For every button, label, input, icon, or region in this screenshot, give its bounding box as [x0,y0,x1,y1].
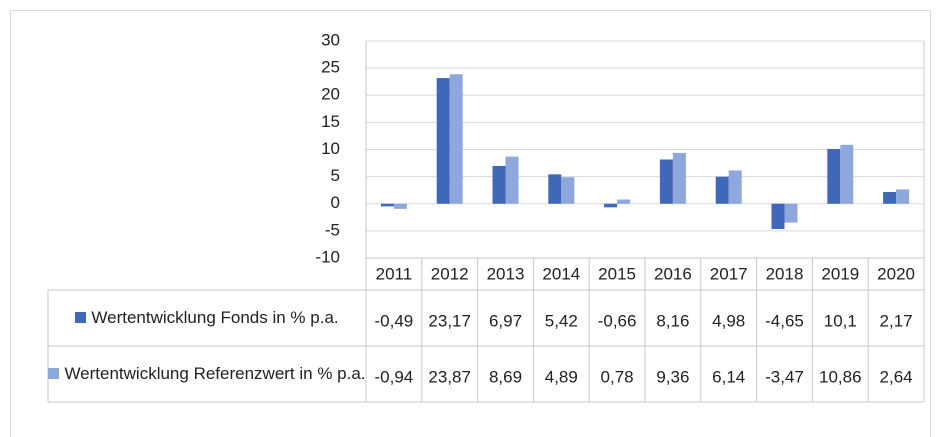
data-label: -0,94 [375,367,414,386]
bar [771,203,785,229]
bar [827,148,841,204]
data-label: 4,89 [545,367,578,386]
x-tick-label: 2019 [821,264,859,283]
data-label: 23,17 [428,311,471,330]
data-label: -0,49 [375,311,414,330]
legend-label: Wertentwicklung Fonds in % p.a. [91,308,339,327]
data-label: 8,16 [656,311,689,330]
y-tick-label: -10 [315,247,340,266]
x-tick-label: 2011 [376,264,413,283]
bar [492,165,506,204]
bar [604,203,618,208]
legend-item: Wertentwicklung Referenzwert in % p.a. [48,346,366,402]
x-tick-label: 2013 [487,264,525,283]
data-label: -0,66 [598,311,637,330]
y-tick-label: 30 [321,30,340,49]
y-tick-label: -5 [325,220,340,239]
bar [380,203,394,207]
legend-item: Wertentwicklung Fonds in % p.a. [48,290,366,346]
bar [436,78,450,204]
bar [715,176,729,204]
data-label: 9,36 [656,367,689,386]
data-label: 6,14 [712,367,745,386]
bar [505,156,519,204]
x-tick-label: 2014 [542,264,580,283]
bar [561,177,575,204]
bar [659,159,673,204]
x-tick-label: 2016 [654,264,692,283]
data-label: 10,86 [819,367,862,386]
data-label: 2,17 [880,311,913,330]
data-label: 5,42 [545,311,578,330]
bar [449,74,463,204]
data-label: 2,64 [880,367,913,386]
legend-label: Wertentwicklung Referenzwert in % p.a. [64,364,366,383]
legend-entry: Wertentwicklung Fonds in % p.a. [75,307,339,329]
data-label: 4,98 [712,311,745,330]
bar [393,203,407,209]
bar [896,189,910,204]
data-label: 6,97 [489,311,522,330]
y-tick-label: 20 [321,85,340,104]
bar [883,191,897,204]
x-tick-label: 2018 [766,264,804,283]
x-tick-label: 2015 [598,264,636,283]
data-label: -4,65 [765,311,804,330]
x-tick-label: 2012 [431,264,469,283]
y-tick-label: 25 [321,58,340,77]
bar [728,170,742,204]
x-tick-label: 2017 [710,264,748,283]
y-tick-label: 0 [331,193,340,212]
legend-marker [48,368,60,379]
x-tick-label: 2020 [877,264,915,283]
bar [784,203,798,223]
y-tick-label: 10 [321,139,340,158]
bar [672,152,686,204]
bar [840,144,854,204]
legend-marker [75,312,87,323]
data-label: -3,47 [765,367,804,386]
data-label: 8,69 [489,367,522,386]
bar [617,199,631,204]
y-tick-label: 15 [321,112,340,131]
data-label: 0,78 [601,367,634,386]
y-tick-label: 5 [331,166,340,185]
legend-entry: Wertentwicklung Referenzwert in % p.a. [48,363,366,385]
data-label: 23,87 [428,367,471,386]
data-label: 10,1 [824,311,857,330]
bar [548,174,562,204]
